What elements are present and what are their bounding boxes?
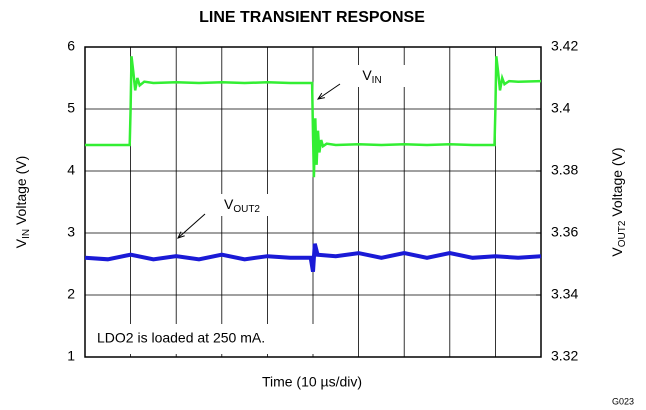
series-label-sub: OUT2 xyxy=(233,204,260,215)
y-tick-label: 6 xyxy=(67,38,75,54)
series-line xyxy=(84,243,542,273)
y-axis-label-sub: IN xyxy=(21,229,32,239)
arrow-line xyxy=(317,83,341,100)
y2-tick-label: 3.36 xyxy=(551,224,578,240)
series-label: VOUT2 xyxy=(224,196,260,215)
y2-tick-label: 3.34 xyxy=(551,286,578,302)
y-tick-label: 4 xyxy=(67,162,75,178)
arrow-head xyxy=(177,231,185,239)
y2-tick-label: 3.4 xyxy=(551,100,571,116)
label-bg xyxy=(340,65,406,87)
plot-frame xyxy=(84,46,542,358)
y2-axis-label-part: V xyxy=(609,247,625,257)
y-axis-label-part: Voltage (V) xyxy=(13,156,29,229)
y-tick-label: 1 xyxy=(67,348,75,364)
annotation: G023 xyxy=(612,396,634,406)
series-label-part: V xyxy=(362,67,372,83)
series-line xyxy=(85,56,542,178)
series-label: VIN xyxy=(362,67,381,86)
label-bg xyxy=(210,194,276,216)
y-axis-label-part: V xyxy=(13,238,29,248)
y2-axis-label: VOUT2 Voltage (V) xyxy=(609,147,628,256)
y2-axis-label-part: Voltage (V) xyxy=(609,147,625,220)
y2-tick-label: 3.42 xyxy=(551,38,578,54)
y-tick-label: 3 xyxy=(67,224,75,240)
y2-axis-label-sub: OUT2 xyxy=(617,220,628,247)
series-label-part: V xyxy=(224,196,234,212)
arrow-head xyxy=(316,92,325,100)
y2-tick-label: 3.38 xyxy=(551,162,578,178)
annotation: LDO2 is loaded at 250 mA. xyxy=(97,330,265,346)
y2-tick-label: 3.32 xyxy=(551,348,578,364)
note-bg xyxy=(87,324,323,354)
y-tick-label: 2 xyxy=(67,286,75,302)
chart-title: LINE TRANSIENT RESPONSE xyxy=(199,9,425,26)
x-axis-label: Time (10 µs/div) xyxy=(262,374,362,390)
y-axis-label: VIN Voltage (V) xyxy=(13,156,32,249)
series-label-sub: IN xyxy=(372,75,382,86)
arrow-line xyxy=(177,213,206,239)
y-tick-label: 5 xyxy=(67,100,75,116)
